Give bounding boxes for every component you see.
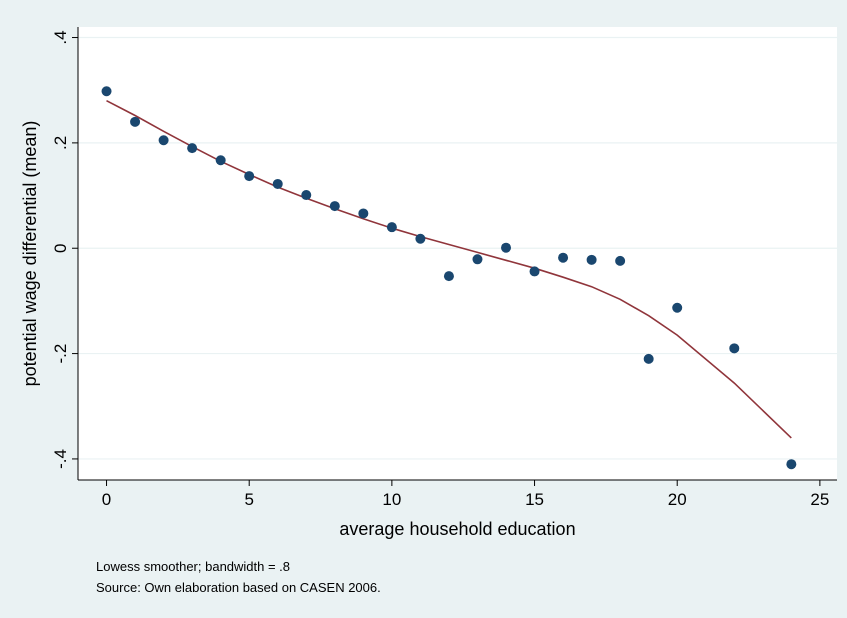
x-tick-label: 5: [244, 490, 253, 509]
gridlines: [78, 36, 837, 460]
scatter-point: [558, 252, 569, 263]
scatter-point: [729, 343, 740, 354]
scatter-point: [158, 135, 169, 146]
y-axis-title: potential wage differential (mean): [20, 121, 40, 387]
scatter-point: [272, 178, 283, 189]
scatter-point: [244, 171, 255, 182]
x-tick-label: 10: [382, 490, 401, 509]
y-tick-label: .2: [51, 136, 70, 150]
note-smoother: Lowess smoother; bandwidth = .8: [96, 559, 290, 574]
plot-area: [78, 27, 837, 480]
scatter-points: [101, 86, 797, 470]
scatter-point: [329, 201, 340, 212]
scatter-point: [643, 353, 654, 364]
scatter-point: [386, 222, 397, 233]
y-tick-label: -.2: [51, 344, 70, 364]
x-tick-label: 20: [668, 490, 687, 509]
scatter-point: [130, 116, 141, 127]
scatter-point: [786, 459, 797, 470]
scatter-point: [215, 155, 226, 166]
y-axis: -.4 -.2 0 .2 .4: [51, 27, 79, 480]
scatter-point: [501, 242, 512, 253]
y-tick-label: .4: [51, 30, 70, 44]
y-tick-label: -.4: [51, 449, 70, 469]
scatter-point: [301, 190, 312, 201]
y-tick-label: 0: [51, 243, 70, 252]
scatter-point: [443, 271, 454, 282]
x-axis-title: average household education: [339, 519, 575, 539]
scatter-point: [586, 254, 597, 265]
note-source: Source: Own elaboration based on CASEN 2…: [96, 580, 381, 595]
scatter-point: [358, 208, 369, 219]
x-axis: 0 5 10 15 20 25: [78, 479, 837, 509]
scatter-point: [187, 143, 198, 154]
scatter-point: [615, 255, 626, 266]
x-tick-label: 15: [525, 490, 544, 509]
x-tick-label: 0: [102, 490, 111, 509]
scatter-point: [672, 302, 683, 313]
scatter-point: [415, 233, 426, 244]
x-tick-label: 25: [810, 490, 829, 509]
scatter-point: [529, 266, 540, 277]
scatter-point: [101, 86, 112, 97]
scatter-point: [472, 254, 483, 265]
